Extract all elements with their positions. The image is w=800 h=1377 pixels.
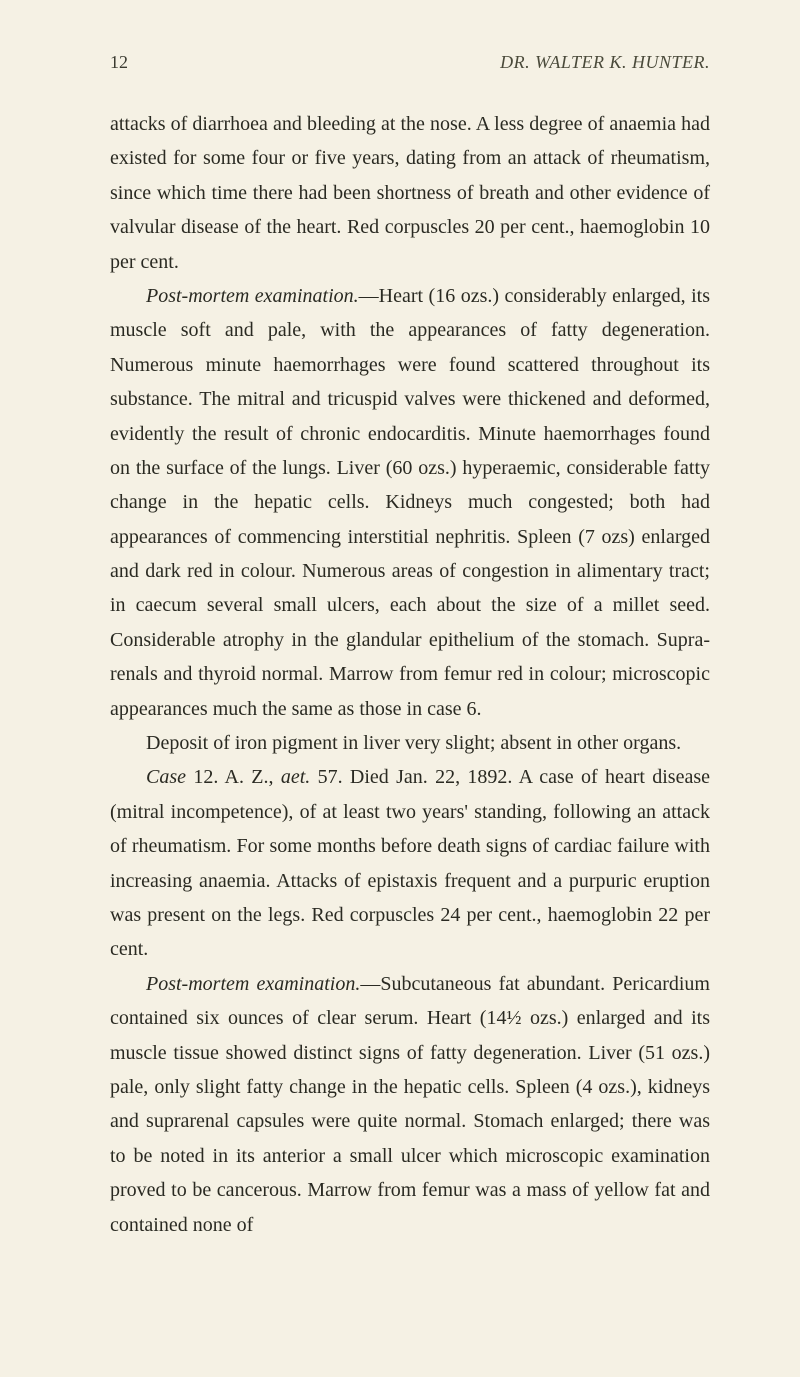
page-header: 12 DR. WALTER K. HUNTER.	[110, 52, 710, 73]
body-paragraph-2: Post-mortem examination.—Heart (16 ozs.)…	[110, 279, 710, 726]
running-title: DR. WALTER K. HUNTER.	[500, 52, 710, 73]
body-paragraph-5: Post-mortem examination.—Subcutaneous fa…	[110, 967, 710, 1242]
body-text-2: —Heart (16 ozs.) considerably en­larged,…	[110, 285, 710, 720]
body-paragraph-4: Case 12. A. Z., aet. 57. Died Jan. 22, 1…	[110, 760, 710, 966]
page-number: 12	[110, 52, 128, 73]
body-text-5: —Subcutaneous fat abundant. Peri­cardium…	[110, 973, 710, 1236]
aet-label: aet.	[281, 766, 310, 788]
body-text-4: 57. Died Jan. 22, 1892. A case of heart …	[110, 766, 710, 960]
post-mortem-label-2: Post-mortem examination.	[146, 973, 360, 995]
body-paragraph-3: Deposit of iron pigment in liver very sl…	[110, 726, 710, 760]
case-number: 12. A. Z.,	[186, 766, 281, 788]
body-paragraph-1: attacks of diarrhoea and bleeding at the…	[110, 107, 710, 279]
post-mortem-label-1: Post-mortem examination.	[146, 285, 359, 307]
case-label: Case	[146, 766, 186, 788]
